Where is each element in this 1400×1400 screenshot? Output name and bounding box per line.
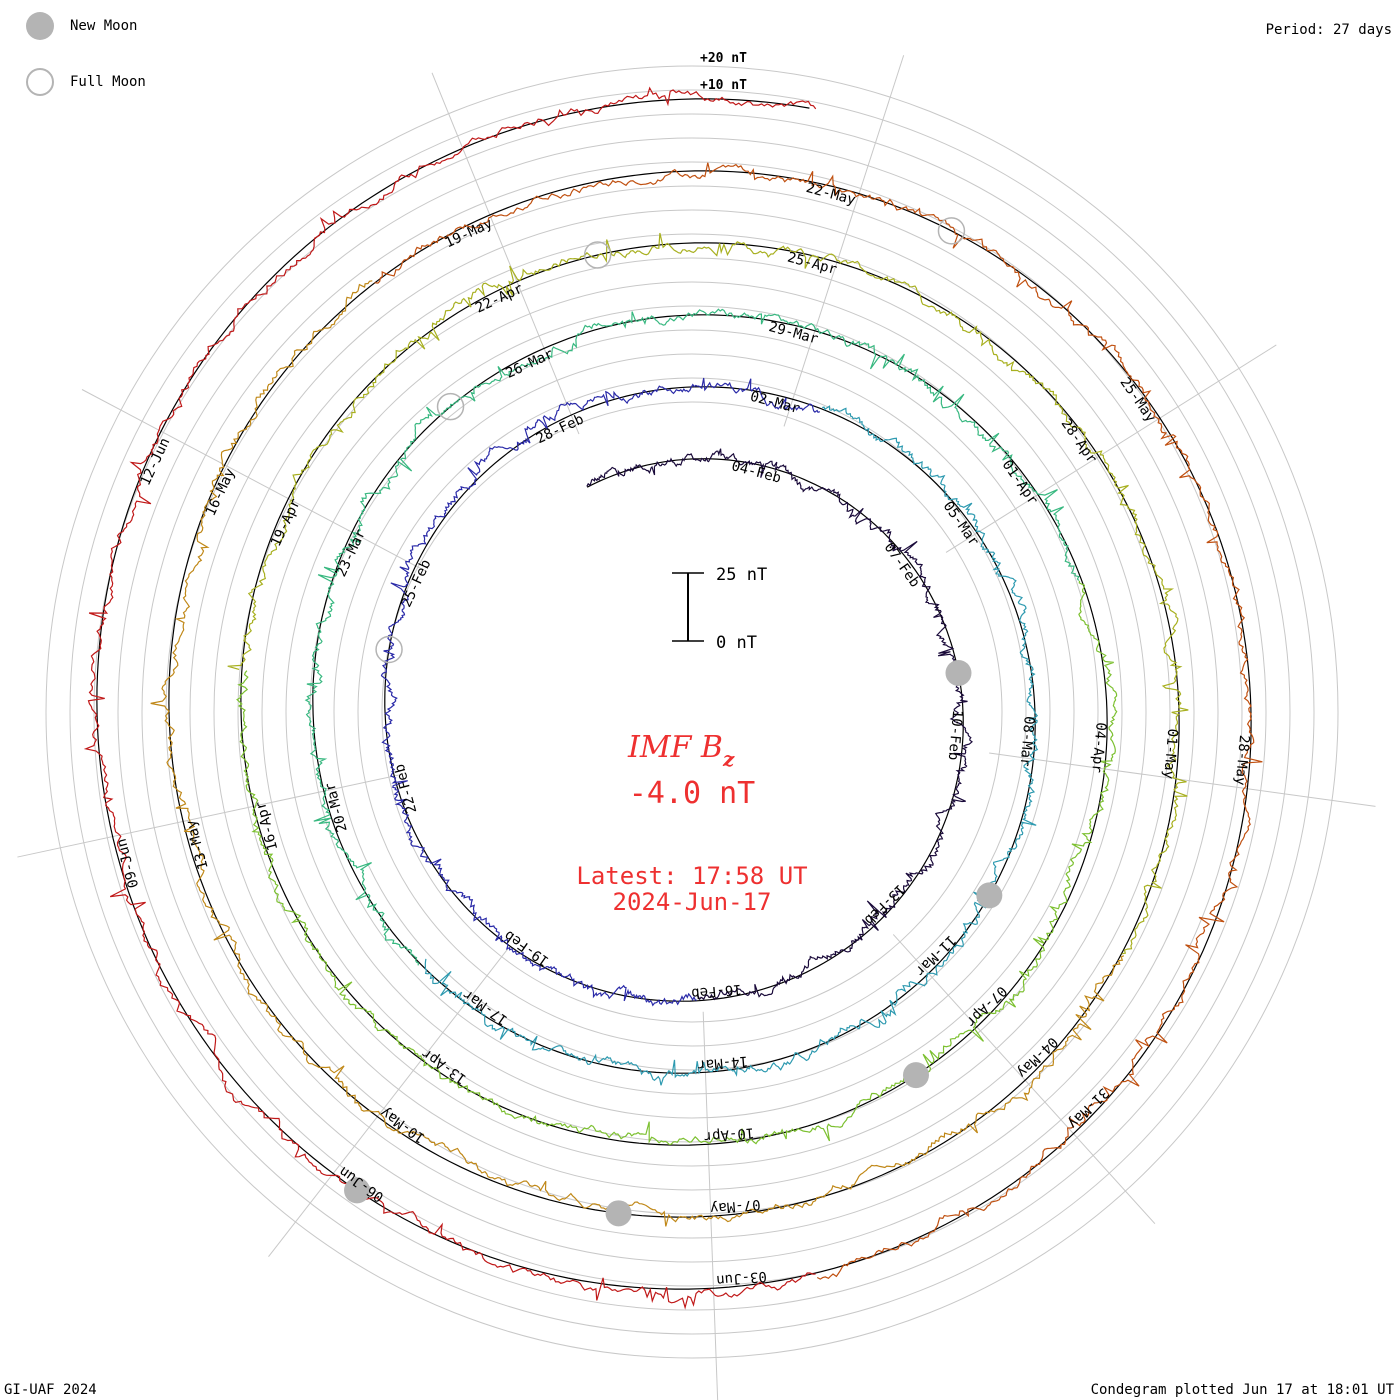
data-traces: [83, 86, 1263, 1310]
grid-ring: [237, 257, 1147, 1167]
grid-ring: [357, 377, 1027, 1047]
full-moon-legend: Full Moon: [26, 68, 146, 96]
date-label: 16-May: [203, 466, 239, 519]
trace-segment: [227, 232, 1189, 955]
new-moon-marker: [902, 1062, 929, 1089]
date-label: 07-May: [709, 1196, 761, 1216]
date-label: 31-May: [1064, 1084, 1111, 1131]
grid-spokes: [17, 55, 1376, 1400]
grid-ring: [261, 281, 1123, 1143]
date-label: 25-Feb: [399, 557, 435, 610]
trace-segment: [586, 448, 973, 1001]
date-label: 13-Feb: [861, 881, 908, 928]
date-label: 19-Apr: [268, 496, 304, 549]
grid-spoke: [702, 1011, 719, 1400]
grid-ring: [189, 209, 1195, 1215]
scale-label-top: +20 nT: [700, 51, 747, 66]
new-moon-marker: [976, 882, 1003, 909]
scale-label-second: +10 nT: [700, 78, 747, 93]
trace-segment: [236, 580, 1118, 1146]
date-label: 10-Apr: [703, 1124, 755, 1144]
trace-segment: [374, 162, 1263, 1280]
center-readout: IMF Bz -4.0 nT Latest: 17:58 UT 2024-Jun…: [576, 730, 807, 916]
grid-spoke: [945, 344, 1277, 553]
center-value: -4.0 nT: [629, 776, 755, 811]
grid-spoke: [783, 55, 905, 427]
new-moon-icon: [26, 12, 54, 40]
date-label: 10-Feb: [945, 709, 965, 761]
full-moon-icon: [26, 68, 54, 96]
grid-spoke: [268, 948, 509, 1258]
new-moon-marker: [605, 1200, 632, 1227]
center-title: IMF Bz: [627, 730, 735, 771]
trace-segment: [424, 405, 1039, 1086]
grid-spoke: [81, 389, 428, 573]
grid-spoke: [17, 774, 399, 858]
center-title-sub: z: [722, 747, 735, 771]
date-label: 28-Feb: [534, 411, 587, 447]
scale-bar-high: 25 nT: [716, 565, 767, 585]
grid-ring: [285, 305, 1099, 1119]
full-moon-marker: [436, 392, 465, 421]
date-label: 08-Mar: [1017, 715, 1037, 767]
date-label: 19-May: [443, 216, 496, 252]
date-label: 22-Apr: [473, 281, 526, 317]
grid-ring: [381, 401, 1003, 1023]
date-label: 16-Feb: [691, 981, 743, 1001]
center-date: 2024-Jun-17: [613, 888, 772, 916]
grid-ring: [309, 329, 1075, 1095]
credit-label: GI-UAF 2024: [4, 1382, 97, 1398]
grid-rings: [45, 65, 1339, 1359]
grid-ring: [93, 113, 1291, 1311]
grid-ring: [45, 65, 1339, 1359]
grid-ring: [69, 89, 1315, 1335]
full-moon-marker: [583, 241, 612, 269]
date-label: 07-Apr: [963, 983, 1010, 1030]
new-moon-marker: [945, 659, 972, 686]
grid-ring: [213, 233, 1171, 1191]
grid-ring: [333, 353, 1051, 1071]
full-moon-marker: [937, 217, 966, 245]
trace-segment: [83, 86, 817, 1310]
full-moon-label: Full Moon: [70, 74, 146, 90]
grid-spoke: [892, 934, 1156, 1225]
new-moon-legend: New Moon: [26, 12, 137, 40]
center-title-main: IMF B: [627, 730, 723, 765]
date-label: 03-Jun: [716, 1268, 768, 1288]
trace-segment: [304, 308, 1080, 966]
date-label: 23-Mar: [333, 527, 369, 580]
date-label: 28-May: [1232, 734, 1252, 786]
trace-segment: [380, 377, 821, 1007]
grid-ring: [117, 137, 1267, 1287]
grid-ring: [141, 161, 1243, 1263]
date-label: 11-Mar: [912, 932, 959, 979]
period-label: Period: 27 days: [1265, 22, 1392, 38]
scale-bar: 25 nT 0 nT: [672, 565, 767, 653]
new-moon-label: New Moon: [70, 18, 138, 34]
date-label: 14-Mar: [697, 1053, 749, 1073]
date-label: 28-Apr: [1058, 416, 1100, 467]
scale-bar-low: 0 nT: [716, 633, 757, 653]
date-label: 01-Apr: [999, 457, 1041, 508]
date-label: 01-May: [1160, 728, 1180, 780]
new-moon-marker: [344, 1177, 371, 1204]
grid-spoke: [431, 72, 580, 435]
trace-segment: [150, 280, 1125, 1227]
full-moon-marker: [375, 635, 403, 664]
date-label: 26-Mar: [503, 346, 556, 382]
date-label: 25-May: [1117, 375, 1159, 426]
date-label: 07-Feb: [881, 540, 923, 591]
date-label: 04-Apr: [1088, 722, 1108, 774]
grid-ring: [165, 185, 1219, 1239]
grid-spoke: [989, 752, 1376, 807]
center-latest: Latest: 17:58 UT: [576, 862, 807, 890]
plotted-label: Condegram plotted Jun 17 at 18:01 UT: [1090, 1382, 1394, 1398]
moon-markers: [344, 217, 1003, 1227]
